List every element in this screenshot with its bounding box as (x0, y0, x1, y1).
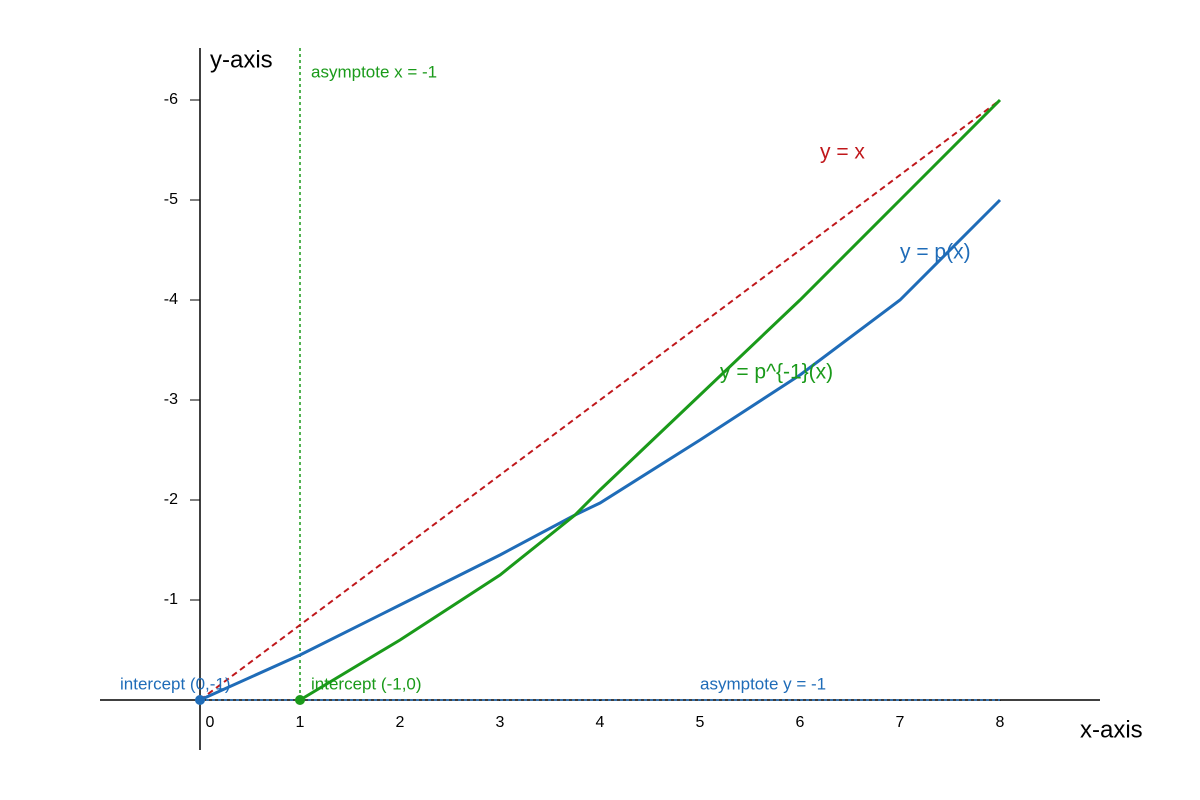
curve-label: y = x (820, 141, 865, 164)
curve-label: y = p^{-1}(x) (720, 361, 833, 384)
curve (299, 98, 1002, 702)
asymptote-label: asymptote y = -1 (700, 674, 826, 693)
y-tick-label: -3 (164, 391, 178, 408)
x-axis-label: x-axis (1080, 716, 1143, 743)
x-tick-label: 6 (796, 714, 805, 731)
intercept-label: intercept (0,-1) (120, 674, 231, 693)
asymptote-label: asymptote x = -1 (311, 62, 437, 81)
y-tick-label: -1 (164, 591, 178, 608)
x-tick-label: 4 (596, 714, 605, 731)
y-axis-label: y-axis (210, 46, 273, 73)
intercept-label: intercept (-1,0) (311, 674, 422, 693)
curve (199, 99, 1001, 701)
x-tick-label: 5 (696, 714, 705, 731)
y-tick-label: -6 (164, 91, 178, 108)
curve (199, 198, 1002, 702)
x-tick-label: 3 (496, 714, 505, 731)
x-tick-label: 1 (296, 714, 305, 731)
intercept-point (295, 695, 305, 705)
x-tick-label: 0 (206, 714, 215, 731)
curve-label: y = p(x) (900, 241, 971, 264)
x-tick-label: 8 (996, 714, 1005, 731)
y-tick-label: -5 (164, 191, 178, 208)
x-tick-label: 7 (896, 714, 905, 731)
x-tick-label: 2 (396, 714, 405, 731)
y-tick-label: -4 (164, 291, 178, 308)
y-tick-label: -2 (164, 491, 178, 508)
intercept-point (195, 695, 205, 705)
